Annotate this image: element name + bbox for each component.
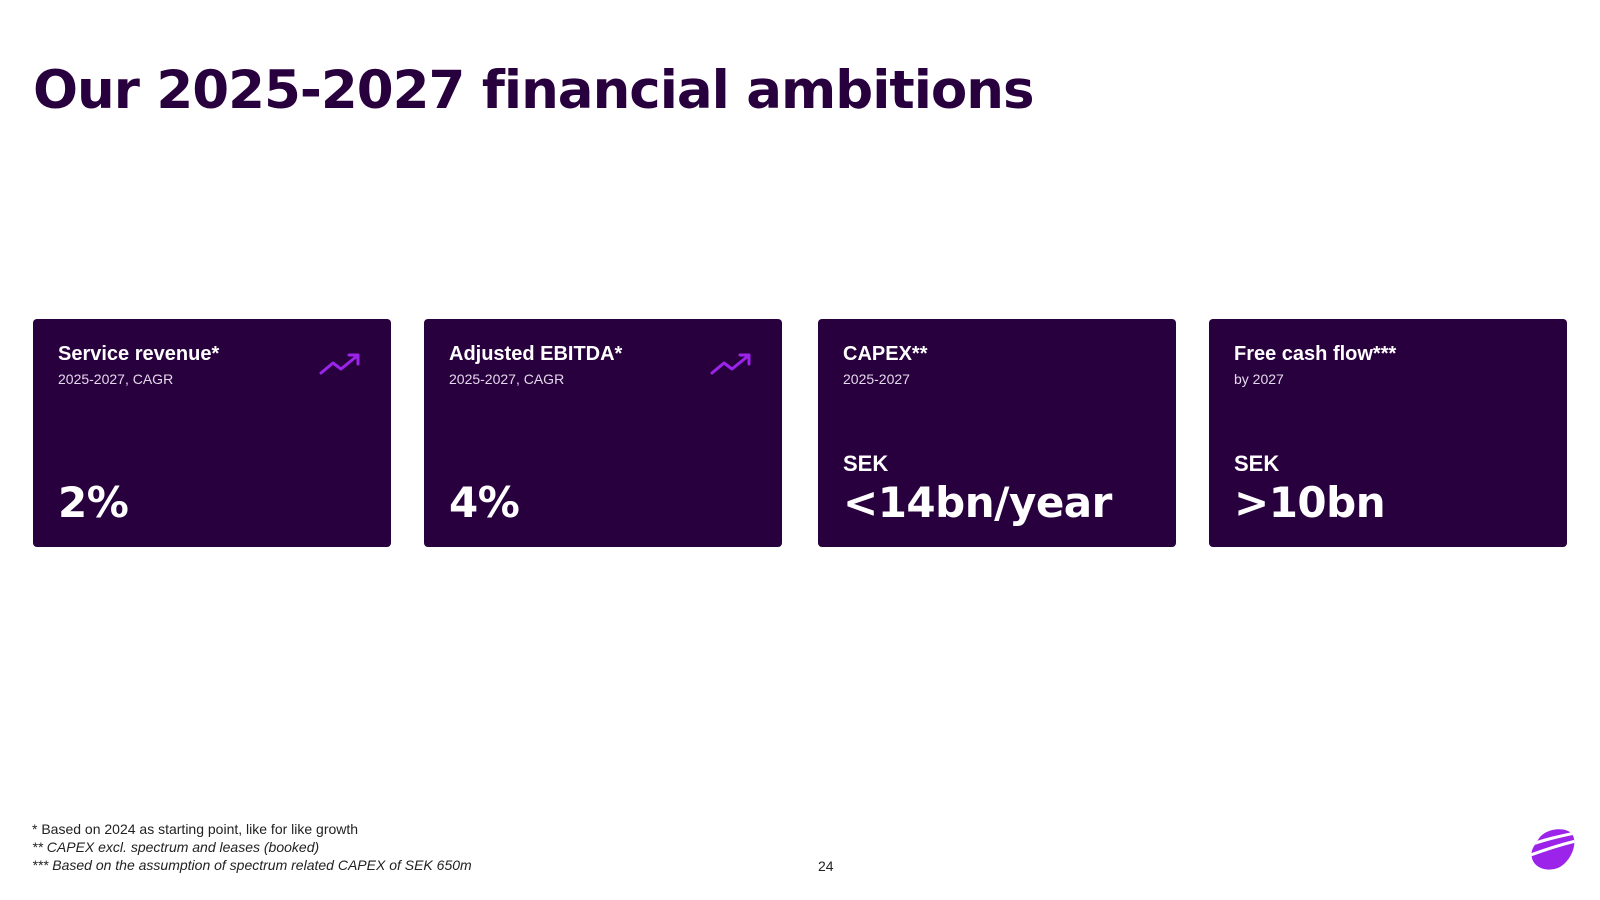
card-value: <14bn/year <box>843 478 1112 527</box>
trend-up-icon <box>710 353 751 375</box>
footnote-1: * Based on 2024 as starting point, like … <box>32 821 359 837</box>
ambition-card-adjusted-ebitda: Adjusted EBITDA* 2025-2027, CAGR 4% <box>424 319 782 547</box>
card-subtitle: 2025-2027, CAGR <box>58 371 174 387</box>
ambition-card-capex: CAPEX** 2025-2027 SEK <14bn/year <box>818 319 1176 547</box>
card-currency-prefix: SEK <box>1234 451 1280 476</box>
footnotes: * Based on 2024 as starting point, like … <box>32 820 472 874</box>
footnote-2: ** CAPEX excl. spectrum and leases (book… <box>32 839 320 855</box>
card-subtitle: 2025-2027, CAGR <box>449 371 565 387</box>
card-value: >10bn <box>1234 478 1386 527</box>
card-subtitle: by 2027 <box>1234 371 1284 387</box>
card-title: CAPEX** <box>843 343 928 365</box>
card-title: Adjusted EBITDA* <box>449 343 623 365</box>
card-currency-prefix: SEK <box>843 451 889 476</box>
card-value: 2% <box>58 478 129 527</box>
card-subtitle: 2025-2027 <box>843 371 910 387</box>
telia-pebble-logo <box>1531 829 1575 870</box>
card-title: Free cash flow*** <box>1234 343 1397 365</box>
footnote-3: *** Based on the assumption of spectrum … <box>32 857 472 873</box>
page-number: 24 <box>818 858 834 874</box>
ambition-card-service-revenue: Service revenue* 2025-2027, CAGR 2% <box>33 319 391 547</box>
ambition-card-free-cash-flow: Free cash flow*** by 2027 SEK >10bn <box>1209 319 1567 547</box>
trend-up-icon <box>319 353 360 375</box>
page-title: Our 2025-2027 financial ambitions <box>33 60 1035 121</box>
card-title: Service revenue* <box>58 343 220 365</box>
card-value: 4% <box>449 478 520 527</box>
